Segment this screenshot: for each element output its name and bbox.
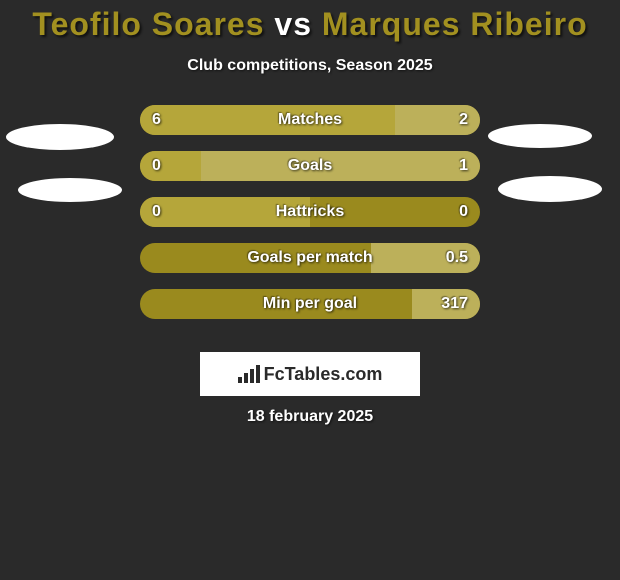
value-right: 0 xyxy=(459,197,468,227)
stat-row: 317Min per goal xyxy=(0,289,620,319)
fctables-logo[interactable]: FcTables.com xyxy=(200,352,420,396)
value-right: 1 xyxy=(459,151,468,181)
bar-track xyxy=(140,105,480,135)
value-right: 317 xyxy=(441,289,468,319)
bar-track xyxy=(140,197,480,227)
date-text: 18 february 2025 xyxy=(0,408,620,426)
badge-placeholder xyxy=(18,178,122,202)
subtitle: Club competitions, Season 2025 xyxy=(0,57,620,75)
comparison-title: Teofilo Soares vs Marques Ribeiro xyxy=(0,0,620,43)
bar-left xyxy=(140,151,201,181)
value-left: 0 xyxy=(152,151,161,181)
vs-text: vs xyxy=(274,6,312,42)
stat-row: 0.5Goals per match xyxy=(0,243,620,273)
value-right: 2 xyxy=(459,105,468,135)
bar-left xyxy=(140,197,310,227)
logo-content: FcTables.com xyxy=(238,364,383,385)
bar-chart-icon xyxy=(238,365,260,383)
badge-placeholder xyxy=(6,124,114,150)
player2-name: Marques Ribeiro xyxy=(322,6,588,42)
value-left: 0 xyxy=(152,197,161,227)
badge-placeholder xyxy=(488,124,592,148)
bar-track xyxy=(140,151,480,181)
bar-right xyxy=(201,151,480,181)
value-right: 0.5 xyxy=(446,243,468,273)
stat-row: 00Hattricks xyxy=(0,197,620,227)
player1-name: Teofilo Soares xyxy=(32,6,264,42)
bar-left xyxy=(140,105,395,135)
badge-placeholder xyxy=(498,176,602,202)
bar-track xyxy=(140,243,480,273)
value-left: 6 xyxy=(152,105,161,135)
bar-track xyxy=(140,289,480,319)
logo-text: FcTables.com xyxy=(264,364,383,385)
